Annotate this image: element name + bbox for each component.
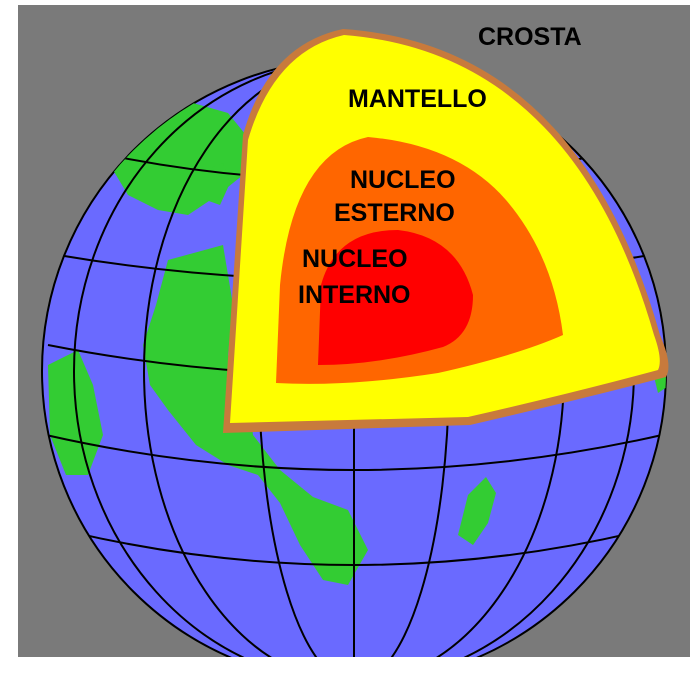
label-inner-core-line1: NUCLEO bbox=[302, 245, 408, 273]
label-crust: CROSTA bbox=[478, 23, 582, 51]
landmass-madagascar bbox=[458, 477, 496, 545]
landmass-africa bbox=[143, 245, 368, 585]
label-outer-core-line1: NUCLEO bbox=[350, 166, 456, 194]
earth-structure-diagram: CROSTA MANTELLO NUCLEO ESTERNO NUCLEO IN… bbox=[41, 23, 669, 657]
cutaway-wedge bbox=[223, 29, 669, 433]
label-inner-core-line2: INTERNO bbox=[298, 281, 411, 309]
label-outer-core-line2: ESTERNO bbox=[334, 199, 455, 227]
inner-core-layer bbox=[318, 230, 473, 365]
label-mantle: MANTELLO bbox=[348, 85, 487, 113]
diagram-canvas: CROSTA MANTELLO NUCLEO ESTERNO NUCLEO IN… bbox=[18, 5, 690, 657]
